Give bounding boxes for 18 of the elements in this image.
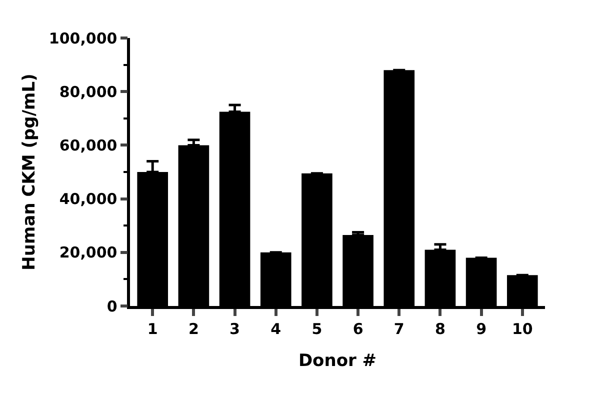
x-tick-label: 4 xyxy=(270,320,282,338)
y-tick-label: 60,000 xyxy=(59,136,118,154)
x-tick-label: 7 xyxy=(394,320,404,338)
y-tick-label: 20,000 xyxy=(59,244,118,262)
x-tick-label: 9 xyxy=(476,320,487,338)
x-tick-label: 5 xyxy=(312,320,322,338)
x-axis-title: Donor # xyxy=(298,351,377,372)
x-tick-label: 2 xyxy=(188,320,199,338)
y-tick-label: 100,000 xyxy=(48,29,118,48)
x-tick-label: 10 xyxy=(512,320,533,338)
y-tick-label: 80,000 xyxy=(59,82,118,101)
y-axis-title: Human CKM (pg/mL) xyxy=(19,74,40,270)
y-tick-label: 40,000 xyxy=(59,190,118,208)
x-tick-label: 6 xyxy=(352,320,364,338)
x-tick-label: 8 xyxy=(435,320,446,338)
x-tick-label: 1 xyxy=(147,320,158,338)
y-tick-label: 0 xyxy=(106,297,118,316)
x-tick-label: 3 xyxy=(230,320,240,338)
